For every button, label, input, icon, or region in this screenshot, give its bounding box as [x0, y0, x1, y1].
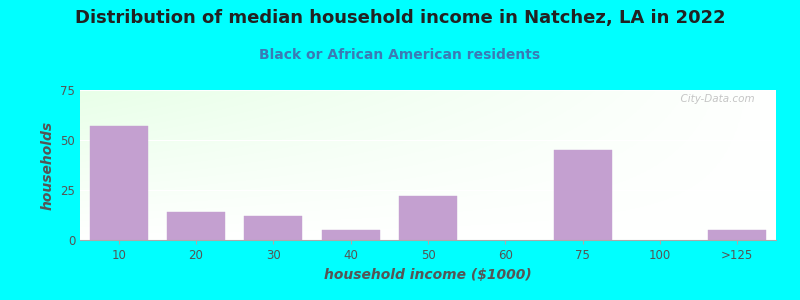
Bar: [708, 230, 766, 240]
Text: Black or African American residents: Black or African American residents: [259, 48, 541, 62]
Bar: [322, 230, 380, 240]
Text: Distribution of median household income in Natchez, LA in 2022: Distribution of median household income …: [74, 9, 726, 27]
Bar: [90, 126, 148, 240]
Text: City-Data.com: City-Data.com: [674, 94, 755, 104]
Bar: [399, 196, 457, 240]
Bar: [167, 212, 225, 240]
X-axis label: household income ($1000): household income ($1000): [324, 268, 532, 282]
Bar: [244, 216, 302, 240]
Bar: [554, 150, 612, 240]
Y-axis label: households: households: [41, 120, 54, 210]
